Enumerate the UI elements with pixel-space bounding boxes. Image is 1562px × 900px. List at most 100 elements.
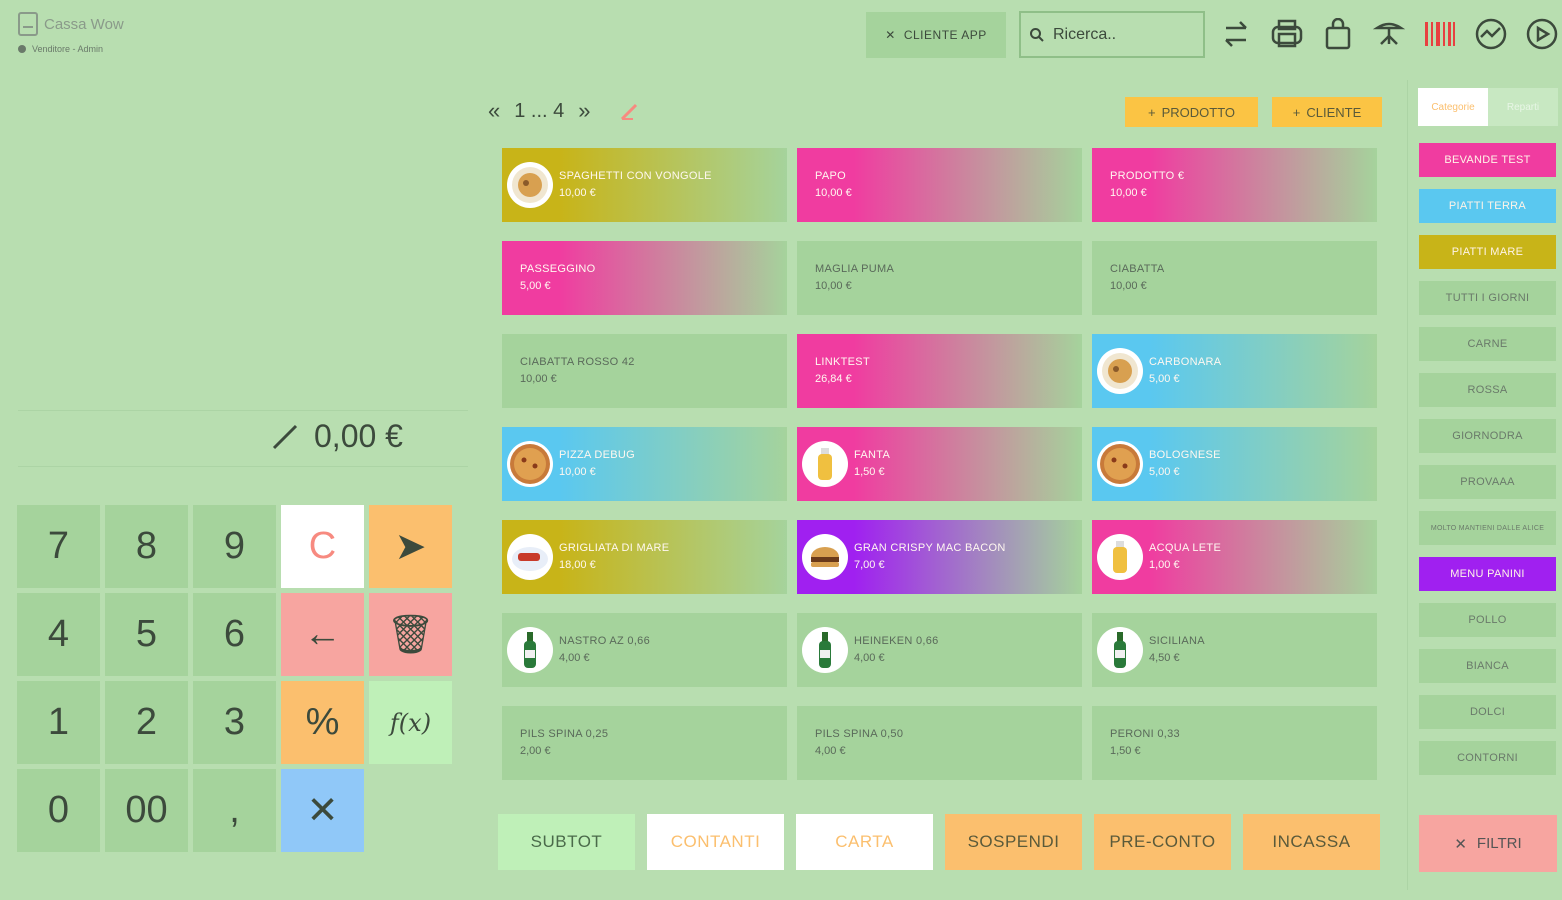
product-tile[interactable]: MAGLIA PUMA 10,00 € (797, 241, 1082, 315)
cliente-app-button[interactable]: ✕ CLIENTE APP (866, 12, 1006, 58)
category-item[interactable]: ROSSA (1419, 373, 1556, 407)
keypad-key[interactable]: 🗑 (369, 593, 452, 676)
product-name: FANTA (854, 449, 891, 462)
keypad-key[interactable]: % (281, 681, 364, 764)
category-item[interactable]: PIATTI MARE (1419, 235, 1556, 269)
product-tile[interactable]: PERONI 0,33 1,50 € (1092, 706, 1377, 780)
keypad-key[interactable]: 4 (17, 593, 100, 676)
product-name: CARBONARA (1149, 356, 1222, 369)
search-input[interactable] (1053, 25, 1193, 44)
product-tile[interactable]: GRIGLIATA DI MARE 18,00 € (502, 520, 787, 594)
keypad-key[interactable]: 5 (105, 593, 188, 676)
keypad-key[interactable]: 0 (17, 769, 100, 852)
barcode-icon[interactable] (1422, 16, 1458, 52)
swap-icon[interactable] (1218, 16, 1254, 52)
search-box[interactable] (1019, 11, 1205, 58)
product-tile[interactable]: SPAGHETTI CON VONGOLE 10,00 € (502, 148, 787, 222)
product-tile[interactable]: SICILIANA 4,50 € (1092, 613, 1377, 687)
product-tile[interactable]: PILS SPINA 0,25 2,00 € (502, 706, 787, 780)
add-product-button[interactable]: + PRODOTTO (1125, 97, 1258, 127)
keypad-key[interactable]: 3 (193, 681, 276, 764)
category-item[interactable]: CARNE (1419, 327, 1556, 361)
plate-thumbnail (507, 534, 553, 580)
category-item[interactable]: POLLO (1419, 603, 1556, 637)
category-item[interactable]: GIORNODRA (1419, 419, 1556, 453)
pasta-thumbnail (507, 162, 553, 208)
category-item[interactable]: BEVANDE TEST (1419, 143, 1556, 177)
sidebar-tab[interactable]: Reparti (1488, 88, 1558, 126)
keypad-key[interactable]: ← (281, 593, 364, 676)
product-tile[interactable]: HEINEKEN 0,66 4,00 € (797, 613, 1082, 687)
action-button[interactable]: PRE-CONTO (1094, 814, 1231, 870)
product-tile[interactable]: PRODOTTO € 10,00 € (1092, 148, 1377, 222)
product-tile[interactable]: PASSEGGINO 5,00 € (502, 241, 787, 315)
product-name: ACQUA LETE (1149, 542, 1222, 555)
next-page-button[interactable]: » (578, 98, 591, 123)
keypad-key[interactable]: 8 (105, 505, 188, 588)
product-tile[interactable]: ACQUA LETE 1,00 € (1092, 520, 1377, 594)
product-text: NASTRO AZ 0,66 4,00 € (559, 635, 650, 664)
keypad-key[interactable]: ✕ (281, 769, 364, 852)
edit-icon[interactable] (619, 100, 641, 122)
product-tile[interactable]: FANTA 1,50 € (797, 427, 1082, 501)
product-tile[interactable]: CIABATTA ROSSO 42 10,00 € (502, 334, 787, 408)
product-text: PILS SPINA 0,50 4,00 € (815, 728, 903, 757)
keypad-key[interactable]: 2 (105, 681, 188, 764)
product-name: CIABATTA (1110, 263, 1165, 276)
product-text: GRAN CRISPY MAC BACON 7,00 € (854, 542, 1006, 571)
product-name: SPAGHETTI CON VONGOLE (559, 170, 712, 183)
keypad-key[interactable]: 1 (17, 681, 100, 764)
printer-icon[interactable] (1269, 16, 1305, 52)
total-display[interactable]: 0,00 € (270, 418, 403, 455)
app-logo: Cassa Wow (18, 12, 124, 36)
category-item[interactable]: MENU PANINI (1419, 557, 1556, 591)
category-item[interactable]: PROVAAA (1419, 465, 1556, 499)
beach-icon[interactable] (1371, 16, 1407, 52)
product-tile[interactable]: BOLOGNESE 5,00 € (1092, 427, 1377, 501)
category-item[interactable]: PIATTI TERRA (1419, 189, 1556, 223)
category-item[interactable]: BIANCA (1419, 649, 1556, 683)
keypad-key[interactable]: 00 (105, 769, 188, 852)
product-tile[interactable]: CIABATTA 10,00 € (1092, 241, 1377, 315)
product-text: GRIGLIATA DI MARE 18,00 € (559, 542, 669, 571)
product-text: BOLOGNESE 5,00 € (1149, 449, 1221, 478)
bag-icon[interactable] (1320, 16, 1356, 52)
keypad-key[interactable]: ➤ (369, 505, 452, 588)
product-name: MAGLIA PUMA (815, 263, 895, 276)
pencil-icon[interactable] (270, 422, 300, 452)
category-item[interactable]: MOLTO MANTIENI DALLE ALICE (1419, 511, 1556, 545)
sidebar-tab[interactable]: Categorie (1418, 88, 1488, 126)
category-item[interactable]: CONTORNI (1419, 741, 1556, 775)
category-item[interactable]: TUTTI I GIORNI (1419, 281, 1556, 315)
product-price: 10,00 € (1110, 186, 1147, 199)
product-name: SICILIANA (1149, 635, 1205, 648)
product-tile[interactable]: PILS SPINA 0,50 4,00 € (797, 706, 1082, 780)
category-item[interactable]: DOLCI (1419, 695, 1556, 729)
add-customer-button[interactable]: + CLIENTE (1272, 97, 1382, 127)
keypad-key[interactable]: , (193, 769, 276, 852)
prev-page-button[interactable]: « (488, 98, 501, 123)
product-name: HEINEKEN 0,66 (854, 635, 939, 648)
product-tile[interactable]: PIZZA DEBUG 10,00 € (502, 427, 787, 501)
product-tile[interactable]: PAPO 10,00 € (797, 148, 1082, 222)
keypad-key[interactable]: 7 (17, 505, 100, 588)
product-tile[interactable]: CARBONARA 5,00 € (1092, 334, 1377, 408)
filters-button[interactable]: ✕ FILTRI (1419, 815, 1557, 872)
keypad-key[interactable]: 9 (193, 505, 276, 588)
action-button[interactable]: CARTA (796, 814, 933, 870)
add-product-label: PRODOTTO (1161, 104, 1236, 120)
chart-icon[interactable] (1473, 16, 1509, 52)
keypad-key[interactable]: 6 (193, 593, 276, 676)
settings-icon[interactable] (1524, 16, 1560, 52)
action-button[interactable]: CONTANTI (647, 814, 784, 870)
action-button[interactable]: INCASSA (1243, 814, 1380, 870)
product-tile[interactable]: NASTRO AZ 0,66 4,00 € (502, 613, 787, 687)
product-text: PAPO 10,00 € (815, 170, 852, 199)
keypad-key[interactable]: C (281, 505, 364, 588)
product-tile[interactable]: GRAN CRISPY MAC BACON 7,00 € (797, 520, 1082, 594)
action-button[interactable]: SOSPENDI (945, 814, 1082, 870)
action-button[interactable]: SUBTOT (498, 814, 635, 870)
keypad-key[interactable]: f(x) (369, 681, 452, 764)
product-name: CIABATTA ROSSO 42 (520, 356, 635, 369)
product-tile[interactable]: LINKTEST 26,84 € (797, 334, 1082, 408)
